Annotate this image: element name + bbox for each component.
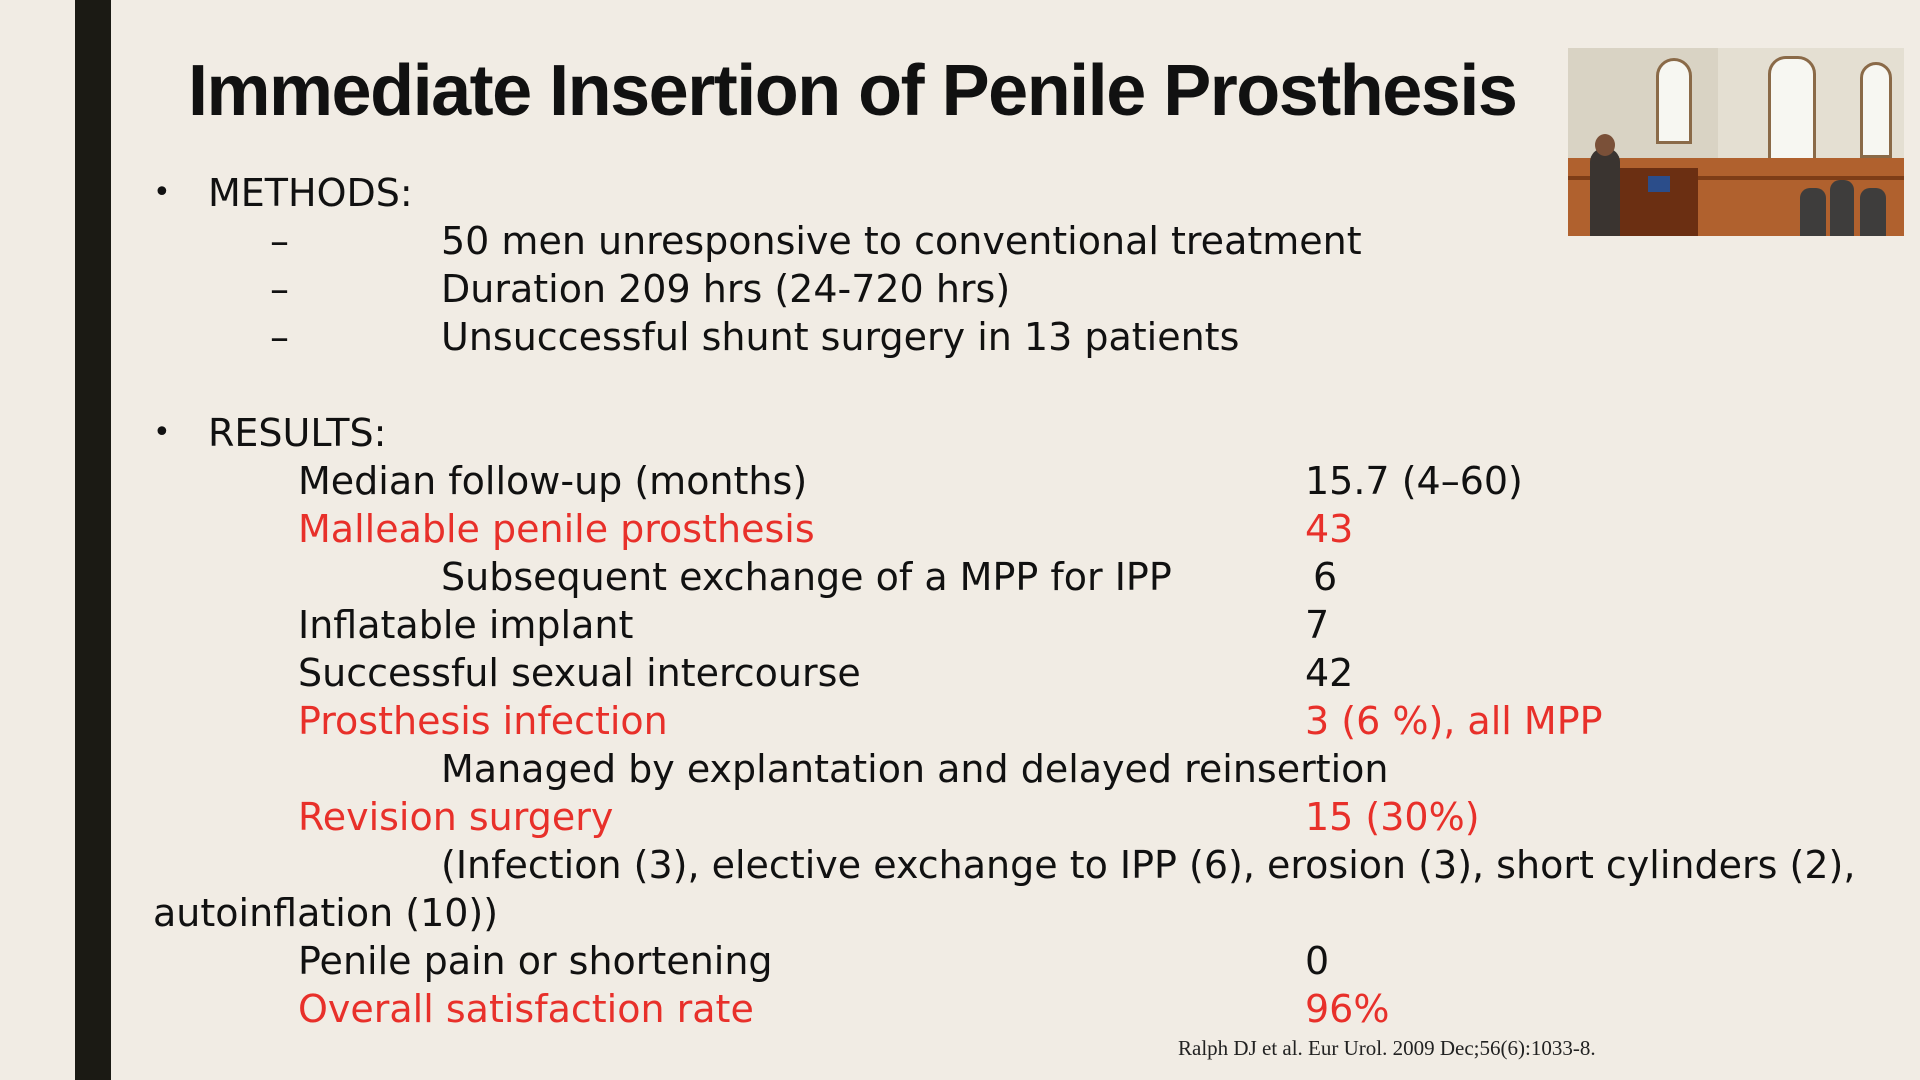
result-label: Median follow-up (months) bbox=[298, 459, 808, 503]
left-accent-bar bbox=[75, 0, 111, 1080]
result-value-highlight: 43 bbox=[1305, 507, 1354, 551]
result-value: 15.7 (4–60) bbox=[1305, 459, 1523, 503]
webcam-audience-member bbox=[1830, 180, 1854, 236]
webcam-window bbox=[1768, 56, 1816, 162]
webcam-video-overlay[interactable] bbox=[1568, 48, 1904, 236]
result-value-highlight: 96% bbox=[1305, 987, 1390, 1031]
result-label-highlight: Overall satisfaction rate bbox=[298, 987, 754, 1031]
methods-item: 50 men unresponsive to conventional trea… bbox=[441, 219, 1362, 263]
result-value-highlight: 15 (30%) bbox=[1305, 795, 1480, 839]
result-value: 6 bbox=[1313, 555, 1338, 599]
result-label: Inflatable implant bbox=[298, 603, 634, 647]
methods-heading: METHODS: bbox=[208, 171, 413, 215]
results-heading: RESULTS: bbox=[208, 411, 387, 455]
methods-item: Unsuccessful shunt surgery in 13 patient… bbox=[441, 315, 1240, 359]
webcam-speaker bbox=[1590, 148, 1620, 236]
methods-item: Duration 209 hrs (24-720 hrs) bbox=[441, 267, 1011, 311]
methods-dash: – bbox=[270, 267, 289, 311]
result-sublabel: Managed by explantation and delayed rein… bbox=[441, 747, 1389, 791]
results-bullet: • bbox=[153, 415, 171, 450]
webcam-laptop bbox=[1648, 176, 1670, 192]
methods-dash: – bbox=[270, 315, 289, 359]
result-label: Penile pain or shortening bbox=[298, 939, 773, 983]
webcam-audience-member bbox=[1860, 188, 1886, 236]
citation: Ralph DJ et al. Eur Urol. 2009 Dec;56(6)… bbox=[1178, 1036, 1596, 1060]
webcam-panel-trim bbox=[1568, 176, 1904, 180]
methods-bullet: • bbox=[153, 175, 171, 210]
result-sublabel-wrap: autoinflation (10)) bbox=[153, 891, 499, 935]
result-sublabel: (Infection (3), elective exchange to IPP… bbox=[441, 843, 1856, 887]
result-label-highlight: Prosthesis infection bbox=[298, 699, 668, 743]
webcam-window bbox=[1656, 58, 1692, 144]
result-label: Successful sexual intercourse bbox=[298, 651, 861, 695]
slide-title: Immediate Insertion of Penile Prosthesis bbox=[188, 51, 1518, 131]
result-label-highlight: Malleable penile prosthesis bbox=[298, 507, 815, 551]
result-sublabel: Subsequent exchange of a MPP for IPP bbox=[441, 555, 1172, 599]
webcam-speaker-head bbox=[1595, 134, 1615, 156]
webcam-audience-member bbox=[1800, 188, 1826, 236]
webcam-window bbox=[1860, 62, 1892, 158]
result-label-highlight: Revision surgery bbox=[298, 795, 614, 839]
result-value: 7 bbox=[1305, 603, 1330, 647]
result-value-highlight: 3 (6 %), all MPP bbox=[1305, 699, 1603, 743]
result-value: 42 bbox=[1305, 651, 1354, 695]
result-value: 0 bbox=[1305, 939, 1330, 983]
methods-dash: – bbox=[270, 219, 289, 263]
